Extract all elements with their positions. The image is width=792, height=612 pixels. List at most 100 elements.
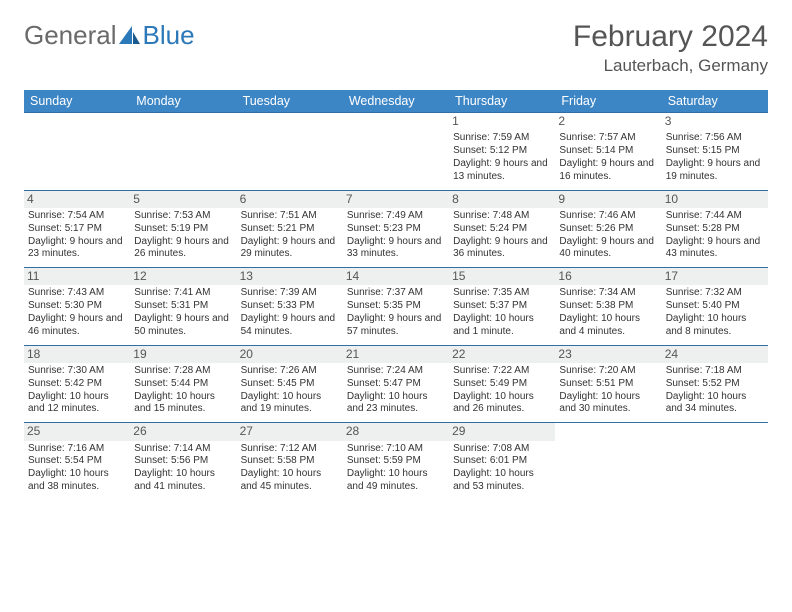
daylight-text: Daylight: 9 hours and 46 minutes. [28, 313, 126, 339]
calendar-cell: 18Sunrise: 7:30 AMSunset: 5:42 PMDayligh… [24, 345, 130, 423]
sunrise-text: Sunrise: 7:51 AM [241, 210, 339, 223]
daylight-text: Daylight: 10 hours and 49 minutes. [347, 468, 445, 494]
calendar-cell: 27Sunrise: 7:12 AMSunset: 5:58 PMDayligh… [237, 423, 343, 500]
day-number: 21 [343, 346, 449, 363]
calendar-cell: 23Sunrise: 7:20 AMSunset: 5:51 PMDayligh… [555, 345, 661, 423]
day-number: 16 [555, 268, 661, 285]
sunrise-text: Sunrise: 7:39 AM [241, 287, 339, 300]
sunrise-text: Sunrise: 7:41 AM [134, 287, 232, 300]
sunset-text: Sunset: 5:33 PM [241, 300, 339, 313]
sunset-text: Sunset: 5:42 PM [28, 378, 126, 391]
daylight-text: Daylight: 9 hours and 36 minutes. [453, 236, 551, 262]
calendar-cell: 4Sunrise: 7:54 AMSunset: 5:17 PMDaylight… [24, 190, 130, 268]
sunrise-text: Sunrise: 7:57 AM [559, 132, 657, 145]
daylight-text: Daylight: 9 hours and 43 minutes. [666, 236, 764, 262]
calendar-cell: 9Sunrise: 7:46 AMSunset: 5:26 PMDaylight… [555, 190, 661, 268]
calendar-cell: 24Sunrise: 7:18 AMSunset: 5:52 PMDayligh… [662, 345, 768, 423]
day-number: 11 [24, 268, 130, 285]
sunrise-text: Sunrise: 7:28 AM [134, 365, 232, 378]
day-number: 8 [449, 191, 555, 208]
sunrise-text: Sunrise: 7:26 AM [241, 365, 339, 378]
calendar-week-row: 4Sunrise: 7:54 AMSunset: 5:17 PMDaylight… [24, 190, 768, 268]
day-number: 24 [662, 346, 768, 363]
daylight-text: Daylight: 10 hours and 19 minutes. [241, 391, 339, 417]
calendar-cell: 14Sunrise: 7:37 AMSunset: 5:35 PMDayligh… [343, 268, 449, 346]
daylight-text: Daylight: 9 hours and 23 minutes. [28, 236, 126, 262]
day-number: 6 [237, 191, 343, 208]
sunrise-text: Sunrise: 7:59 AM [453, 132, 551, 145]
daylight-text: Daylight: 10 hours and 4 minutes. [559, 313, 657, 339]
daylight-text: Daylight: 9 hours and 13 minutes. [453, 158, 551, 184]
sunrise-text: Sunrise: 7:30 AM [28, 365, 126, 378]
daylight-text: Daylight: 9 hours and 57 minutes. [347, 313, 445, 339]
sunrise-text: Sunrise: 7:35 AM [453, 287, 551, 300]
calendar-cell [662, 423, 768, 500]
day-number: 14 [343, 268, 449, 285]
title-block: February 2024 Lauterbach, Germany [573, 20, 768, 76]
calendar-cell: 15Sunrise: 7:35 AMSunset: 5:37 PMDayligh… [449, 268, 555, 346]
col-saturday: Saturday [662, 90, 768, 113]
daylight-text: Daylight: 9 hours and 26 minutes. [134, 236, 232, 262]
sunrise-text: Sunrise: 7:53 AM [134, 210, 232, 223]
calendar-cell: 6 Sunrise: 7:51 AMSunset: 5:21 PMDaylight… [237, 190, 343, 268]
day-number: 12 [130, 268, 236, 285]
sunset-text: Sunset: 5:23 PM [347, 223, 445, 236]
day-number: 10 [662, 191, 768, 208]
day-number: 7 [343, 191, 449, 208]
sunrise-text: Sunrise: 7:48 AM [453, 210, 551, 223]
day-number: 17 [662, 268, 768, 285]
sunset-text: Sunset: 5:47 PM [347, 378, 445, 391]
calendar-cell: 13Sunrise: 7:39 AMSunset: 5:33 PMDayligh… [237, 268, 343, 346]
sunrise-text: Sunrise: 7:10 AM [347, 443, 445, 456]
sunset-text: Sunset: 5:21 PM [241, 223, 339, 236]
calendar-cell: 20Sunrise: 7:26 AMSunset: 5:45 PMDayligh… [237, 345, 343, 423]
sunset-text: Sunset: 5:59 PM [347, 455, 445, 468]
logo-text-1: General [24, 20, 117, 51]
sunrise-text: Sunrise: 7:54 AM [28, 210, 126, 223]
col-monday: Monday [130, 90, 236, 113]
sunset-text: Sunset: 5:28 PM [666, 223, 764, 236]
sunset-text: Sunset: 5:54 PM [28, 455, 126, 468]
col-sunday: Sunday [24, 90, 130, 113]
day-number: 5 [130, 191, 236, 208]
daylight-text: Daylight: 9 hours and 29 minutes. [241, 236, 339, 262]
calendar-week-row: 1 Sunrise: 7:59 AMSunset: 5:12 PMDaylight… [24, 113, 768, 191]
sunset-text: Sunset: 5:14 PM [559, 145, 657, 158]
daylight-text: Daylight: 9 hours and 40 minutes. [559, 236, 657, 262]
col-tuesday: Tuesday [237, 90, 343, 113]
calendar-cell: 21Sunrise: 7:24 AMSunset: 5:47 PMDayligh… [343, 345, 449, 423]
sunrise-text: Sunrise: 7:20 AM [559, 365, 657, 378]
location-subtitle: Lauterbach, Germany [573, 56, 768, 76]
calendar-cell: 3Sunrise: 7:56 AMSunset: 5:15 PMDaylight… [662, 113, 768, 191]
sunset-text: Sunset: 5:45 PM [241, 378, 339, 391]
sunrise-text: Sunrise: 7:46 AM [559, 210, 657, 223]
calendar-cell: 19Sunrise: 7:28 AMSunset: 5:44 PMDayligh… [130, 345, 236, 423]
page-header: General Blue February 2024 Lauterbach, G… [24, 20, 768, 76]
sunrise-text: Sunrise: 7:37 AM [347, 287, 445, 300]
calendar-cell: 8Sunrise: 7:48 AMSunset: 5:24 PMDaylight… [449, 190, 555, 268]
daylight-text: Daylight: 10 hours and 38 minutes. [28, 468, 126, 494]
sunrise-text: Sunrise: 7:43 AM [28, 287, 126, 300]
day-number: 3 [662, 113, 768, 130]
sunset-text: Sunset: 5:30 PM [28, 300, 126, 313]
sunrise-text: Sunrise: 7:16 AM [28, 443, 126, 456]
calendar-cell [343, 113, 449, 191]
calendar-cell [555, 423, 661, 500]
calendar-cell: 16Sunrise: 7:34 AMSunset: 5:38 PMDayligh… [555, 268, 661, 346]
sunset-text: Sunset: 5:15 PM [666, 145, 764, 158]
sunrise-text: Sunrise: 7:22 AM [453, 365, 551, 378]
calendar-cell: 5Sunrise: 7:53 AMSunset: 5:19 PMDaylight… [130, 190, 236, 268]
sunset-text: Sunset: 5:52 PM [666, 378, 764, 391]
calendar-week-row: 25Sunrise: 7:16 AMSunset: 5:54 PMDayligh… [24, 423, 768, 500]
sunset-text: Sunset: 5:26 PM [559, 223, 657, 236]
sunset-text: Sunset: 5:12 PM [453, 145, 551, 158]
day-number: 2 [555, 113, 661, 130]
daylight-text: Daylight: 10 hours and 15 minutes. [134, 391, 232, 417]
sunset-text: Sunset: 5:56 PM [134, 455, 232, 468]
calendar-cell: 2Sunrise: 7:57 AMSunset: 5:14 PMDaylight… [555, 113, 661, 191]
day-number: 13 [237, 268, 343, 285]
col-wednesday: Wednesday [343, 90, 449, 113]
day-number: 1 [449, 113, 555, 130]
sunset-text: Sunset: 5:49 PM [453, 378, 551, 391]
sunrise-text: Sunrise: 7:44 AM [666, 210, 764, 223]
